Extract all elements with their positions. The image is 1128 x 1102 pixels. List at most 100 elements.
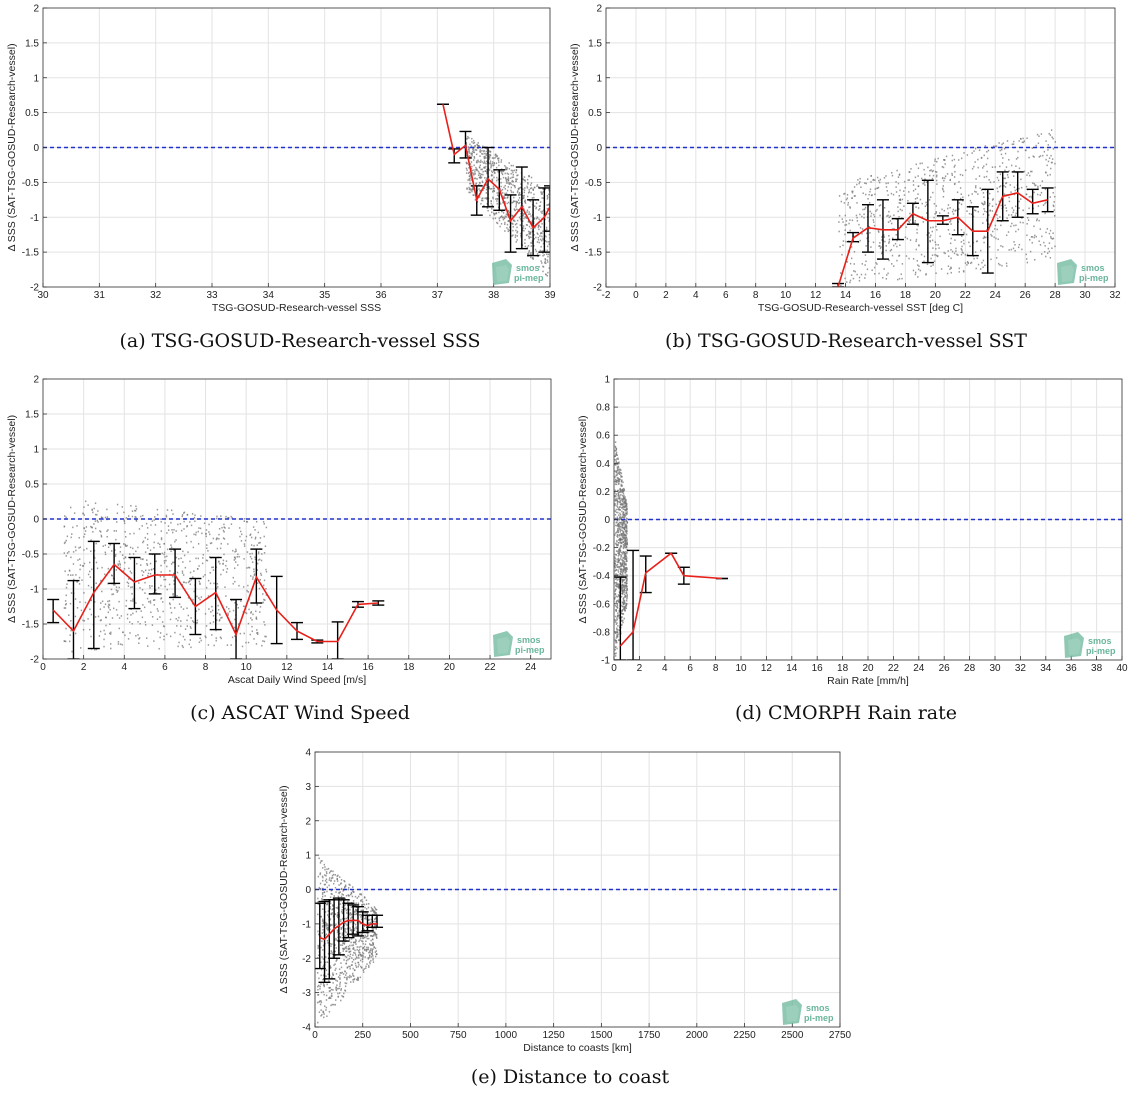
scatter-point bbox=[1004, 177, 1006, 180]
scatter-point bbox=[482, 145, 484, 148]
scatter-point bbox=[493, 171, 496, 174]
scatter-point bbox=[1035, 219, 1038, 222]
logo-text-smos: smos bbox=[516, 263, 540, 273]
scatter-point bbox=[322, 978, 324, 981]
scatter-point bbox=[1033, 156, 1035, 158]
scatter-point bbox=[360, 965, 362, 968]
scatter-point bbox=[245, 612, 248, 615]
scatter-point bbox=[137, 634, 139, 636]
scatter-point bbox=[524, 202, 527, 204]
scatter-point bbox=[321, 859, 323, 862]
scatter-point bbox=[626, 542, 628, 545]
scatter-point bbox=[935, 211, 937, 213]
scatter-point bbox=[92, 531, 94, 533]
logo-mark-inner bbox=[496, 265, 509, 282]
scatter-point bbox=[499, 225, 501, 228]
scatter-point bbox=[344, 989, 346, 992]
scatter-point bbox=[332, 873, 335, 876]
scatter-point bbox=[370, 910, 372, 913]
scatter-point bbox=[954, 210, 956, 212]
scatter-point bbox=[505, 168, 507, 170]
scatter-point bbox=[875, 210, 877, 212]
scatter-point bbox=[473, 174, 475, 176]
scatter-point bbox=[116, 503, 119, 506]
scatter-point bbox=[621, 595, 623, 598]
scatter-point bbox=[153, 604, 155, 606]
scatter-point bbox=[166, 565, 168, 568]
scatter-point bbox=[329, 906, 332, 908]
scatter-point bbox=[368, 951, 370, 954]
scatter-point bbox=[991, 166, 994, 168]
scatter-point bbox=[949, 220, 952, 222]
scatter-point bbox=[962, 252, 964, 254]
scatter-point bbox=[123, 519, 125, 522]
scatter-point bbox=[107, 546, 110, 548]
scatter-point bbox=[352, 979, 354, 981]
scatter-point bbox=[164, 578, 167, 581]
scatter-point bbox=[844, 224, 846, 226]
x-tick-label: 26 bbox=[1020, 290, 1032, 301]
scatter-point bbox=[1052, 232, 1054, 235]
scatter-point bbox=[955, 247, 957, 250]
scatter-point bbox=[104, 544, 107, 547]
scatter-point bbox=[357, 902, 360, 905]
scatter-point bbox=[510, 191, 513, 193]
scatter-point bbox=[523, 179, 525, 181]
scatter-point bbox=[110, 647, 112, 650]
scatter-point bbox=[346, 978, 348, 981]
scatter-point bbox=[914, 273, 917, 276]
scatter-point bbox=[317, 930, 319, 933]
scatter-point bbox=[622, 511, 625, 514]
scatter-point bbox=[489, 150, 492, 153]
scatter-point bbox=[161, 552, 163, 555]
scatter-point bbox=[537, 224, 540, 227]
scatter-point bbox=[537, 236, 540, 239]
scatter-point bbox=[189, 571, 192, 574]
scatter-point bbox=[618, 514, 620, 517]
x-tick-label: 22 bbox=[960, 290, 972, 301]
scatter-point bbox=[466, 172, 468, 174]
scatter-point bbox=[620, 568, 622, 571]
scatter-point bbox=[97, 521, 99, 523]
scatter-point bbox=[955, 250, 957, 252]
y-tick-label: 0 bbox=[33, 515, 39, 526]
scatter-point bbox=[195, 533, 197, 536]
scatter-point bbox=[951, 210, 954, 213]
scatter-point bbox=[870, 181, 872, 183]
scatter-point bbox=[625, 577, 627, 580]
scatter-point bbox=[916, 259, 918, 262]
scatter-point bbox=[109, 643, 112, 645]
scatter-point bbox=[224, 586, 226, 588]
scatter-point bbox=[621, 494, 624, 497]
scatter-point bbox=[367, 934, 369, 936]
scatter-point bbox=[1051, 238, 1054, 240]
scatter-point bbox=[256, 562, 259, 565]
scatter-point bbox=[891, 237, 894, 240]
scatter-point bbox=[216, 582, 219, 585]
scatter-point bbox=[518, 201, 521, 204]
scatter-point bbox=[83, 527, 85, 529]
scatter-point bbox=[322, 928, 324, 931]
scatter-point bbox=[231, 622, 233, 625]
scatter-point bbox=[361, 898, 363, 901]
scatter-point bbox=[237, 606, 239, 609]
scatter-point bbox=[617, 466, 620, 468]
scatter-point bbox=[984, 201, 986, 204]
scatter-point bbox=[104, 603, 107, 606]
scatter-point bbox=[838, 214, 841, 217]
scatter-point bbox=[859, 177, 861, 180]
scatter-point bbox=[74, 598, 77, 600]
scatter-point bbox=[508, 229, 511, 232]
scatter-point bbox=[65, 555, 67, 557]
scatter-point bbox=[127, 638, 130, 640]
scatter-point bbox=[490, 165, 492, 168]
scatter-point bbox=[1013, 186, 1016, 189]
scatter-point bbox=[319, 985, 321, 988]
scatter-point bbox=[340, 928, 342, 931]
scatter-point bbox=[344, 982, 346, 984]
scatter-point bbox=[1001, 143, 1003, 146]
y-tick-label: 2 bbox=[33, 4, 39, 15]
scatter-point bbox=[853, 195, 856, 197]
scatter-point bbox=[253, 638, 255, 640]
scatter-point bbox=[488, 158, 491, 160]
